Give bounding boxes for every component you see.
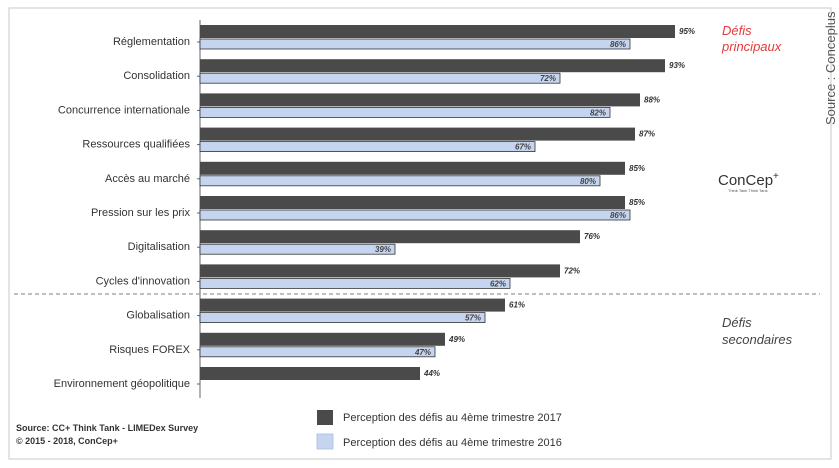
category-label: Environnement géopolitique <box>54 378 190 390</box>
bar-2017-label: 95% <box>679 27 695 36</box>
bar-2016 <box>199 141 536 153</box>
bar-2016 <box>199 209 631 221</box>
category-label: Risques FOREX <box>109 344 190 356</box>
bar-2017 <box>200 230 580 244</box>
bar-2017-label: 76% <box>584 232 600 241</box>
bar-2016-label: 86% <box>610 40 626 49</box>
category-label: Cycles d'innovation <box>96 275 190 287</box>
legend-label-2016: Perception des défis au 4ème trimestre 2… <box>343 437 562 449</box>
bar-2016 <box>199 175 601 187</box>
bar-2017-label: 88% <box>644 95 660 104</box>
bar-2017 <box>200 59 665 73</box>
bar-2017-label: 93% <box>669 61 685 70</box>
bar-2016 <box>199 346 436 358</box>
secondary-group-label-2: secondaires <box>722 332 793 347</box>
brand-mark: + <box>773 171 779 182</box>
bar-2016 <box>199 243 396 255</box>
source-line-2: © 2015 - 2018, ConCep+ <box>16 436 118 446</box>
category-label: Pression sur les prix <box>91 207 191 219</box>
bar-2016-label: 82% <box>590 108 606 117</box>
bar-2017-label: 87% <box>639 130 655 139</box>
bar-2017-label: 72% <box>564 266 580 275</box>
bar-2016-label: 57% <box>465 314 481 323</box>
bar-2016 <box>199 72 561 84</box>
bar-2017 <box>200 196 625 209</box>
secondary-group-label-1: Défis <box>722 315 752 330</box>
bar-2017 <box>200 25 675 38</box>
bar-2017 <box>200 298 505 312</box>
category-label: Accès au marché <box>105 173 190 185</box>
brand-name: ConCep <box>718 172 773 189</box>
bar-2016 <box>199 312 486 324</box>
bar-2016-label: 72% <box>540 74 556 83</box>
category-label: Concurrence internationale <box>58 104 190 116</box>
bar-2016-label: 67% <box>515 143 531 152</box>
brand-tagline: Think Tank Think Tank <box>728 188 768 193</box>
legend: Perception des défis au 4ème trimestre 2… <box>316 410 562 450</box>
bar-2017 <box>200 127 635 141</box>
category-label: Consolidation <box>123 70 190 82</box>
bar-2017 <box>200 93 640 107</box>
bar-2016 <box>199 277 511 289</box>
legend-swatch-2016 <box>316 433 334 450</box>
vertical-source: Source : Conceplus <box>823 11 838 125</box>
category-label: Ressources qualifiées <box>82 139 190 151</box>
category-label: Globalisation <box>126 310 190 322</box>
primary-group-label-1: Défis <box>722 23 752 38</box>
bar-2017-label: 44% <box>423 369 440 378</box>
bar-2016-label: 39% <box>375 245 391 254</box>
category-label: Digitalisation <box>128 241 190 253</box>
bar-2016-label: 86% <box>610 211 626 220</box>
bar-2016 <box>199 38 631 50</box>
bar-2016-label: 47% <box>414 348 431 357</box>
source-line-1: Source: CC+ Think Tank - LIMEDex Survey <box>16 423 198 433</box>
chart-frame <box>8 7 832 460</box>
bar-2017 <box>200 332 445 346</box>
bar-2017-label: 85% <box>629 164 645 173</box>
bar-2017 <box>200 264 560 278</box>
bar-2017-label: 49% <box>448 335 465 344</box>
category-label: Réglementation <box>113 36 190 48</box>
primary-group-label-2: principaux <box>721 39 782 54</box>
bars-group: Réglementation 95% 86% Consolidation 93% 72% C… <box>54 20 695 398</box>
brand-logo: ConCep+ Think Tank Think Tank <box>718 171 779 193</box>
bar-2016 <box>199 107 611 118</box>
bar-2016-label: 62% <box>490 279 506 288</box>
bar-2017-label: 61% <box>509 301 525 310</box>
bar-2017-label: 85% <box>629 198 645 207</box>
legend-swatch-2017 <box>317 410 333 425</box>
bar-2017 <box>200 161 625 175</box>
bar-2016-label: 80% <box>580 177 596 186</box>
legend-label-2017: Perception des défis au 4ème trimestre 2… <box>343 412 562 424</box>
bar-2017 <box>200 367 420 380</box>
svg-text:ConCep+: ConCep+ <box>718 171 779 189</box>
